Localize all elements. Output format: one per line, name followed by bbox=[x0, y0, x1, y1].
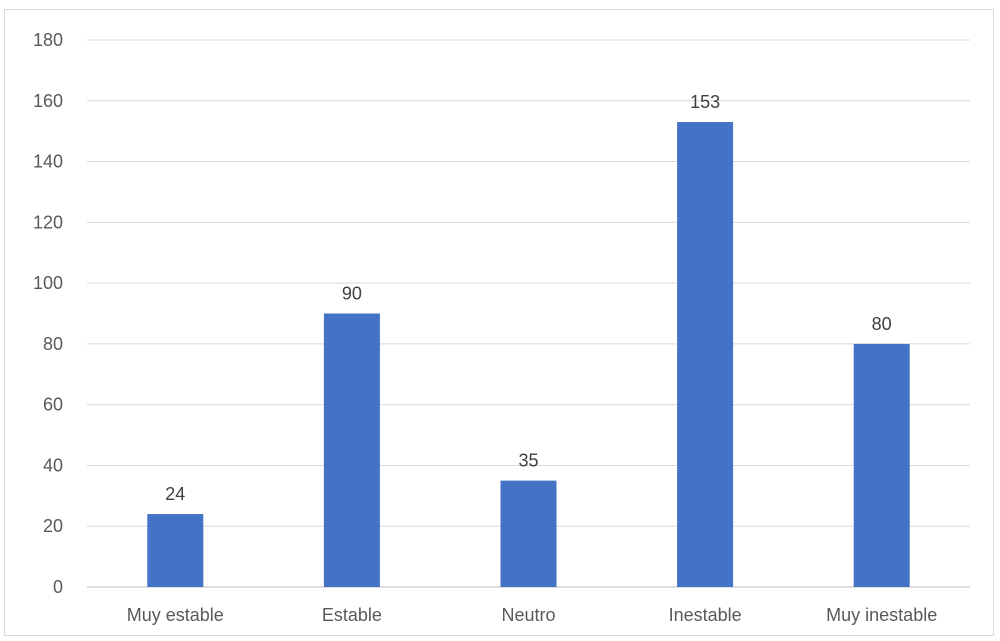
data-label: 90 bbox=[342, 284, 362, 304]
gridlines bbox=[87, 39, 970, 588]
x-tick-label: Neutro bbox=[501, 605, 555, 625]
data-label: 24 bbox=[165, 484, 185, 504]
bars bbox=[147, 122, 910, 588]
y-tick-label: 80 bbox=[43, 334, 63, 354]
x-tick-label: Estable bbox=[322, 605, 382, 625]
x-tick-label: Muy inestable bbox=[826, 605, 937, 625]
bar bbox=[853, 343, 910, 587]
data-label: 80 bbox=[872, 314, 892, 334]
data-label: 35 bbox=[518, 451, 538, 471]
y-tick-label: 0 bbox=[53, 577, 63, 597]
y-tick-label: 100 bbox=[33, 273, 63, 293]
data-labels: 24 90 35 153 80 bbox=[165, 92, 891, 504]
data-label: 153 bbox=[690, 92, 720, 112]
y-axis-ticks: 0 20 40 60 80 100 120 140 160 180 bbox=[33, 30, 63, 597]
y-tick-label: 60 bbox=[43, 395, 63, 415]
y-tick-label: 40 bbox=[43, 455, 63, 475]
bar bbox=[500, 480, 557, 587]
y-tick-label: 140 bbox=[33, 152, 63, 172]
bar bbox=[323, 313, 380, 587]
y-tick-label: 20 bbox=[43, 516, 63, 536]
x-tick-label: Inestable bbox=[669, 605, 742, 625]
x-axis-ticks: Muy estable Estable Neutro Inestable Muy ine… bbox=[127, 605, 937, 625]
bar bbox=[677, 122, 734, 588]
y-tick-label: 160 bbox=[33, 91, 63, 111]
y-tick-label: 180 bbox=[33, 30, 63, 50]
y-tick-label: 120 bbox=[33, 212, 63, 232]
x-tick-label: Muy estable bbox=[127, 605, 224, 625]
bar bbox=[147, 514, 204, 587]
